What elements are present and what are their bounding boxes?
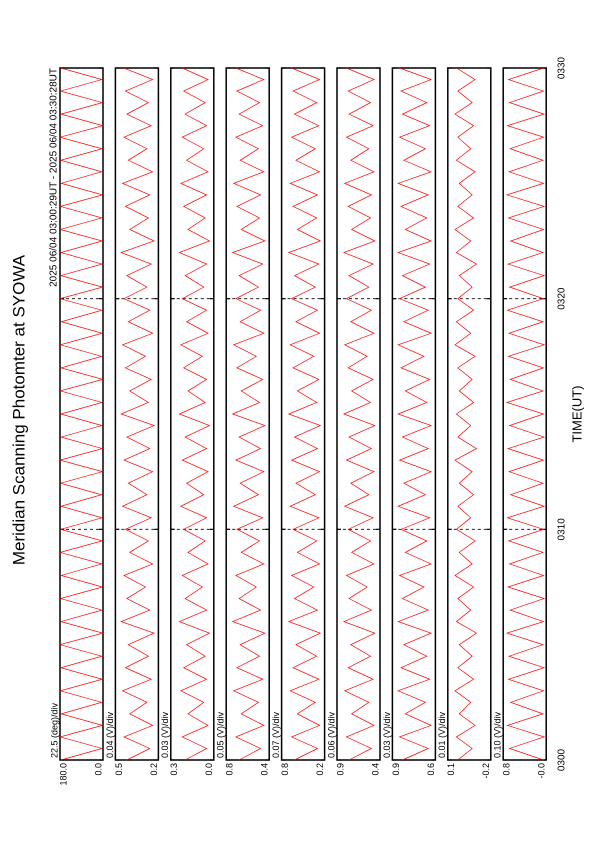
chart-subtitle: 2025 06/04 03:00:29UT - 2025 06/04 03:30… [49,68,60,287]
trace [120,67,156,761]
y-tick-label: 0.0 [204,763,214,776]
scale-label: 0.05 (V)/div [216,711,226,758]
scale-label: 0.06 (V)/div [326,711,336,758]
x-tick-label: 0310 [557,518,568,541]
trace [505,67,546,761]
y-tick-label: -0.2 [481,763,491,779]
scale-label: 0.04 (V)/div [105,711,115,758]
y-tick-label: 0.9 [391,763,401,776]
scale-label: 0.07 (V)/div [271,711,281,758]
y-tick-label: 0.4 [260,763,270,776]
panel-frame [336,67,381,761]
x-tick-label: 0330 [557,56,568,79]
y-tick-label: 0.2 [315,763,325,776]
y-tick-label: 0.8 [280,763,290,776]
panel-frame [280,67,326,761]
panel-frame [447,67,492,761]
trace [58,67,105,761]
panel-frame [114,67,160,761]
panel-frame [502,67,547,761]
trace [454,67,478,761]
panel-frame [391,67,437,761]
y-tick-label: 0.2 [149,763,159,776]
y-tick-label: 0.6 [426,763,436,776]
trace [397,67,433,761]
trace [287,67,322,761]
panel-frame [59,67,104,761]
rotated-plot: Meridian Scanning Photomter at SYOWA 202… [9,56,584,785]
x-tick-label: 0300 [557,748,568,771]
scale-label: 22.5 (deg)/div [49,702,59,758]
y-tick-label: 0.3 [169,763,179,776]
y-tick-label: 0.1 [446,763,456,776]
scale-label: 0.10 (V)/div [493,711,503,758]
chart-title: Meridian Scanning Photomter at SYOWA [9,254,28,565]
y-tick-label: -0.0 [537,763,547,779]
x-tick-label: 0320 [557,287,568,310]
trace [231,67,266,761]
scale-label: 0.01 (V)/div [437,711,447,758]
trace [342,67,376,761]
panel-frame [225,67,270,761]
y-tick-label: 0.8 [502,763,512,776]
y-tick-label: 0.0 [93,763,103,776]
scale-label: 0.03 (V)/div [382,711,392,758]
scale-label: 0.03 (V)/div [160,711,170,758]
y-tick-label: 180.0 [58,763,68,786]
y-tick-label: 0.8 [225,763,235,776]
y-tick-label: 0.4 [370,763,380,776]
y-tick-label: 0.9 [335,763,345,776]
x-axis-label: TIME(UT) [569,385,584,442]
trace [178,67,211,761]
panel-frame [170,67,215,761]
y-tick-label: 0.5 [114,763,124,776]
